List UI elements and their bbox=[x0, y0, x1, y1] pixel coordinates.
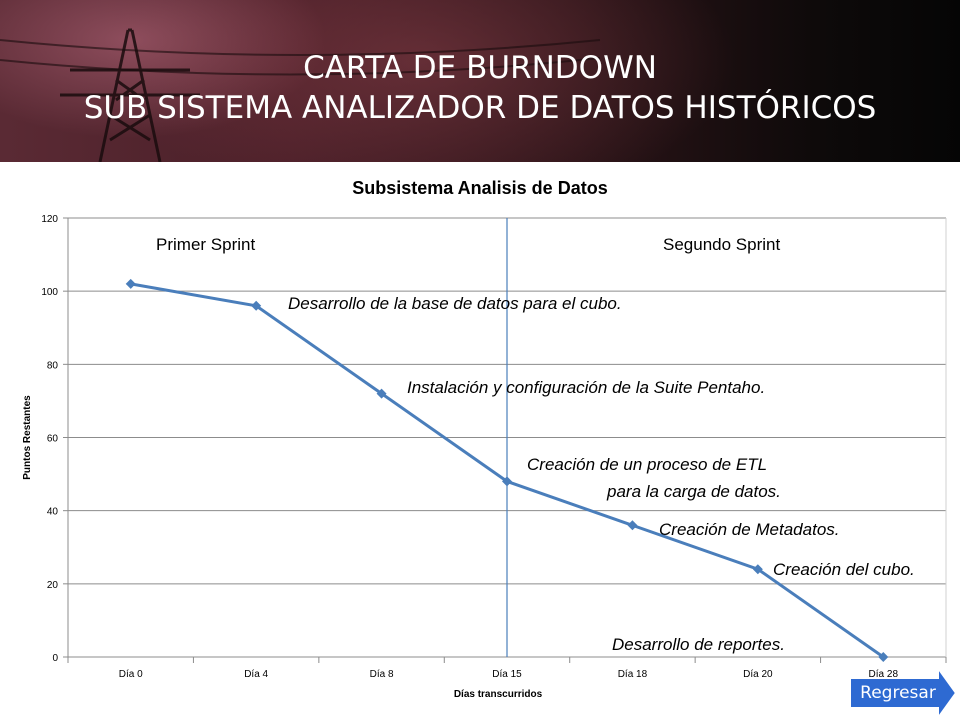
x-tick-label: Día 4 bbox=[244, 669, 268, 680]
series-markers bbox=[125, 278, 889, 662]
title-line-1: CARTA DE BURNDOWN bbox=[303, 50, 657, 86]
y-tick-label: 60 bbox=[47, 434, 59, 445]
y-tick-label: 80 bbox=[47, 360, 59, 371]
y-tick-label: 20 bbox=[47, 580, 59, 591]
chart-title: Subsistema Analisis de Datos bbox=[352, 178, 607, 198]
data-point bbox=[251, 300, 262, 311]
chart-annotations: Desarrollo de la base de datos para el c… bbox=[288, 294, 915, 654]
annotation-label: Desarrollo de reportes. bbox=[612, 635, 785, 654]
data-point bbox=[125, 278, 136, 289]
annotation-label: para la carga de datos. bbox=[606, 482, 781, 501]
x-tick-label: Día 20 bbox=[743, 669, 773, 680]
header-banner: CARTA DE BURNDOWN SUB SISTEMA ANALIZADOR… bbox=[0, 0, 960, 162]
annotation-label: Creación de Metadatos. bbox=[659, 520, 840, 539]
x-tick-label: Día 28 bbox=[869, 669, 899, 680]
y-axis-ticks: 0 20 40 60 80 100 120 bbox=[41, 214, 68, 664]
back-button-label: Regresar bbox=[860, 683, 936, 703]
y-tick-label: 40 bbox=[47, 507, 59, 518]
annotation-label: Creación de un proceso de ETL bbox=[527, 455, 767, 474]
back-button[interactable]: Regresar bbox=[848, 666, 958, 720]
y-tick-label: 0 bbox=[52, 653, 58, 664]
page-title: CARTA DE BURNDOWN SUB SISTEMA ANALIZADOR… bbox=[0, 48, 960, 128]
data-point bbox=[627, 520, 638, 531]
y-tick-label: 120 bbox=[41, 214, 58, 225]
annotation-label: Instalación y configuración de la Suite … bbox=[407, 378, 765, 397]
sprint-label-second: Segundo Sprint bbox=[663, 235, 780, 254]
data-point bbox=[502, 476, 512, 487]
x-tick-label: Día 0 bbox=[119, 669, 143, 680]
title-line-2: SUB SISTEMA ANALIZADOR DE DATOS HISTÓRIC… bbox=[83, 90, 877, 126]
x-tick-label: Día 18 bbox=[618, 669, 648, 680]
data-point bbox=[752, 564, 763, 575]
sprint-label-first: Primer Sprint bbox=[156, 235, 255, 254]
arrow-right-icon bbox=[849, 666, 958, 720]
x-axis-label: Días transcurridos bbox=[454, 689, 543, 700]
x-tick-label: Día 8 bbox=[370, 669, 394, 680]
y-axis-label: Puntos Restantes bbox=[22, 395, 33, 480]
transmission-tower-silhouette bbox=[0, 28, 601, 162]
y-tick-label: 100 bbox=[41, 287, 58, 298]
x-axis-ticks: Día 0 Día 4 Día 8 Día 15 Día 18 Día 20 Día 28 bbox=[67, 657, 947, 680]
data-point bbox=[376, 388, 387, 399]
burndown-chart: Subsistema Analisis de Datos 0 20 40 60 80 10… bbox=[22, 178, 947, 700]
data-point bbox=[878, 652, 889, 662]
annotation-label: Desarrollo de la base de datos para el c… bbox=[288, 294, 622, 313]
annotation-label: Creación del cubo. bbox=[773, 560, 915, 579]
x-tick-label: Día 15 bbox=[492, 669, 522, 680]
